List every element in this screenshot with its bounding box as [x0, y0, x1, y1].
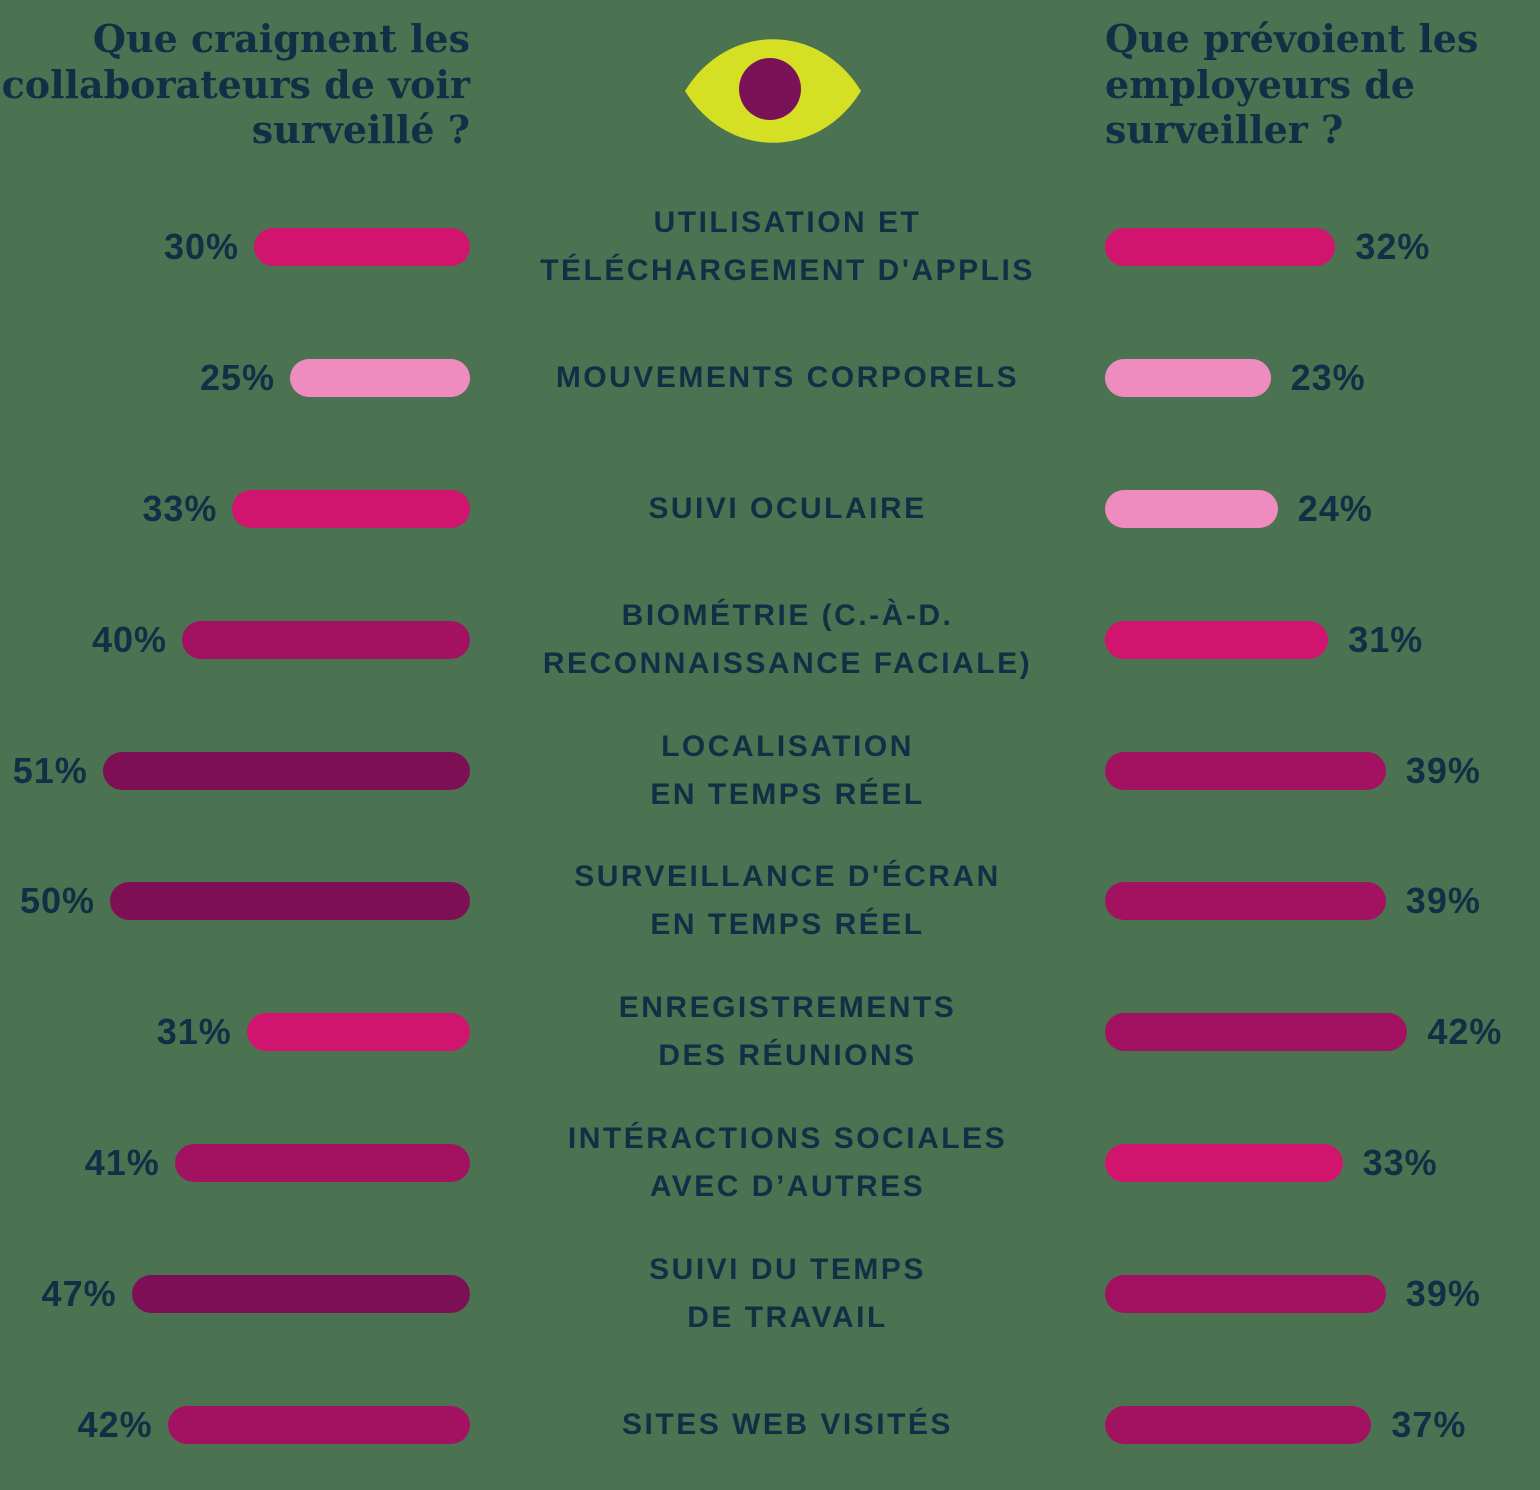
left-bar [110, 882, 470, 921]
left-bar [182, 620, 470, 659]
employer-plan-cell: 32% [1105, 226, 1540, 268]
employee-fear-cell: 50% [0, 880, 470, 922]
employee-fear-cell: 40% [0, 619, 470, 661]
left-bar [254, 228, 470, 267]
right-value-label: 31% [1348, 618, 1424, 660]
employer-plan-cell: 39% [1105, 1273, 1540, 1315]
employee-fear-cell: 51% [0, 750, 470, 792]
chart-row: 47% SUIVI DU TEMPS DE TRAVAIL 39% [0, 1228, 1540, 1359]
employer-plan-cell: 39% [1105, 750, 1540, 792]
right-bar [1105, 620, 1329, 659]
right-bar [1105, 359, 1271, 398]
right-bar [1105, 1013, 1408, 1052]
employee-fear-cell: 31% [0, 1011, 470, 1053]
left-bar [174, 1143, 470, 1182]
employee-fear-cell: 41% [0, 1142, 470, 1184]
chart-header: Que craignent les collaborateurs de voir… [0, 0, 1540, 182]
right-value-label: 23% [1290, 357, 1366, 399]
right-bar [1105, 1143, 1343, 1182]
right-value-label: 39% [1405, 1272, 1481, 1314]
left-value-label: 40% [91, 618, 167, 660]
category-label: UTILISATION ET TÉLÉCHARGEMENT D'APPLIS [540, 206, 1035, 288]
employer-plan-cell: 23% [1105, 357, 1540, 399]
left-value-label: 41% [84, 1141, 160, 1183]
category-label: SUIVI DU TEMPS DE TRAVAIL [649, 1252, 926, 1334]
right-bar [1105, 228, 1336, 267]
chart-rows: 30% UTILISATION ET TÉLÉCHARGEMENT D'APPL… [0, 182, 1540, 1490]
left-value-label: 33% [142, 487, 218, 529]
employer-plan-cell: 42% [1105, 1011, 1540, 1053]
employee-fear-cell: 47% [0, 1273, 470, 1315]
left-value-label: 31% [156, 1011, 232, 1053]
employer-plan-cell: 39% [1105, 880, 1540, 922]
left-value-label: 25% [199, 357, 275, 399]
employer-plan-cell: 24% [1105, 488, 1540, 530]
category-label: MOUVEMENTS CORPORELS [555, 361, 1020, 395]
employee-fear-cell: 42% [0, 1404, 470, 1446]
right-value-label: 42% [1427, 1011, 1503, 1053]
right-column-title: Que prévoient les employeurs de surveill… [1105, 16, 1479, 153]
employer-plan-cell: 31% [1105, 619, 1540, 661]
chart-row: 30% UTILISATION ET TÉLÉCHARGEMENT D'APPL… [0, 182, 1540, 313]
left-column-title: Que craignent les collaborateurs de voir… [1, 16, 470, 153]
category-label: BIOMÉTRIE (C.-À-D. RECONNAISSANCE FACIAL… [542, 598, 1033, 680]
category-label: SURVEILLANCE D'ÉCRAN EN TEMPS RÉEL [574, 860, 1001, 942]
left-value-label: 50% [19, 880, 95, 922]
eye-icon [683, 34, 863, 148]
right-bar [1105, 751, 1386, 790]
left-bar [167, 1405, 470, 1444]
right-value-label: 37% [1391, 1403, 1467, 1445]
right-value-label: 39% [1405, 749, 1481, 791]
employer-plan-cell: 33% [1105, 1142, 1540, 1184]
right-bar [1105, 882, 1386, 921]
right-value-label: 39% [1405, 880, 1481, 922]
chart-row: 42% SITES WEB VISITÉS 37% [0, 1359, 1540, 1490]
right-value-label: 24% [1297, 487, 1373, 529]
chart-row: 50% SURVEILLANCE D'ÉCRAN EN TEMPS RÉEL 3… [0, 836, 1540, 967]
chart-row: 41% INTÉRACTIONS SOCIALES AVEC D’AUTRES … [0, 1098, 1540, 1229]
left-value-label: 30% [163, 226, 239, 268]
left-bar [246, 1013, 470, 1052]
chart-row: 40% BIOMÉTRIE (C.-À-D. RECONNAISSANCE FA… [0, 574, 1540, 705]
employee-fear-cell: 30% [0, 226, 470, 268]
left-bar [232, 489, 470, 528]
left-value-label: 42% [77, 1403, 153, 1445]
category-label: LOCALISATION EN TEMPS RÉEL [650, 729, 925, 811]
right-value-label: 33% [1362, 1141, 1438, 1183]
right-value-label: 32% [1355, 226, 1431, 268]
category-label: ENREGISTREMENTS DES RÉUNIONS [618, 991, 957, 1073]
category-label: SUIVI OCULAIRE [648, 491, 927, 525]
left-bar [290, 359, 470, 398]
chart-row: 31% ENREGISTREMENTS DES RÉUNIONS 42% [0, 967, 1540, 1098]
right-bar [1105, 489, 1278, 528]
left-bar [102, 751, 470, 790]
category-label: SITES WEB VISITÉS [622, 1407, 953, 1441]
employee-fear-cell: 25% [0, 357, 470, 399]
left-bar [131, 1274, 470, 1313]
right-bar [1105, 1274, 1386, 1313]
eye-pupil-shape [739, 58, 801, 120]
left-value-label: 51% [12, 749, 88, 791]
chart-row: 51% LOCALISATION EN TEMPS RÉEL 39% [0, 705, 1540, 836]
category-label: INTÉRACTIONS SOCIALES AVEC D’AUTRES [567, 1121, 1008, 1203]
left-value-label: 47% [41, 1272, 117, 1314]
chart-row: 25% MOUVEMENTS CORPORELS 23% [0, 313, 1540, 444]
right-bar [1105, 1405, 1372, 1444]
chart-row: 33% SUIVI OCULAIRE 24% [0, 444, 1540, 575]
employer-plan-cell: 37% [1105, 1404, 1540, 1446]
employee-fear-cell: 33% [0, 488, 470, 530]
